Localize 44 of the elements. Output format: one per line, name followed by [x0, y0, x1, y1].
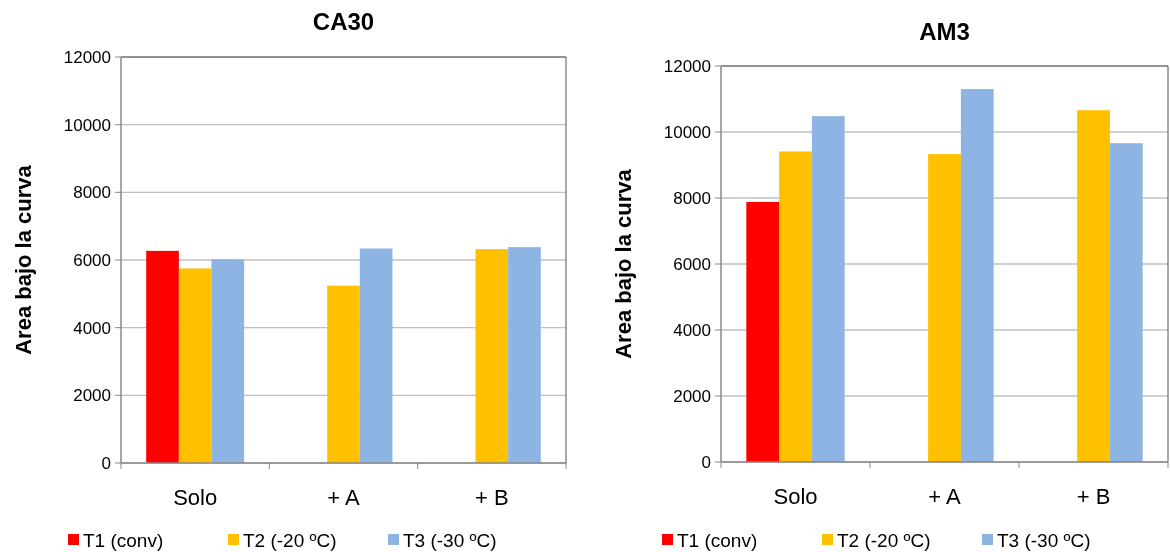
x-tick-label: Solo — [773, 484, 818, 509]
legend-label: T3 (-30 ºC) — [997, 529, 1091, 551]
legend-label: T3 (-30 ºC) — [403, 529, 497, 551]
bar — [178, 268, 212, 463]
y-tick-label: 10000 — [63, 115, 111, 135]
bar — [1109, 143, 1143, 462]
y-axis-title: Area bajo la curva — [611, 168, 636, 359]
x-tick-label: + A — [928, 484, 962, 509]
x-tick-label: + B — [1076, 484, 1111, 509]
bar — [211, 259, 245, 463]
bar — [779, 151, 812, 462]
y-tick-label: 8000 — [673, 188, 711, 208]
x-tick-label: + B — [475, 485, 509, 510]
bar — [508, 247, 541, 463]
bar — [327, 285, 360, 463]
y-tick-label: 6000 — [73, 250, 111, 270]
legend-label: T2 (-20 ºC) — [837, 529, 931, 551]
bar — [928, 154, 961, 462]
y-axis-title: Area bajo la curva — [11, 164, 36, 355]
y-tick-label: 12000 — [63, 47, 111, 67]
y-tick-label: 12000 — [663, 56, 711, 76]
y-tick-label: 2000 — [73, 386, 111, 406]
y-tick-label: 0 — [701, 452, 711, 472]
y-tick-label: 8000 — [73, 183, 111, 203]
chart-title: CA30 — [312, 8, 375, 35]
y-tick-label: 4000 — [73, 318, 111, 338]
y-tick-label: 10000 — [663, 122, 711, 142]
legend-label: T1 (conv) — [677, 529, 758, 551]
bar — [1077, 110, 1110, 462]
x-tick-label: + A — [327, 485, 361, 510]
y-tick-label: 2000 — [673, 386, 711, 406]
bar — [960, 89, 994, 462]
y-tick-label: 4000 — [673, 320, 711, 340]
y-tick-label: 0 — [101, 453, 111, 473]
chart-title: AM3 — [919, 18, 970, 45]
x-tick-label: Solo — [173, 485, 218, 510]
bar — [146, 250, 179, 463]
legend-label: T1 (conv) — [83, 529, 164, 551]
bar — [475, 249, 509, 463]
bar — [359, 248, 393, 463]
legend-label: T2 (-20 ºC) — [243, 529, 337, 551]
bar — [746, 201, 780, 462]
y-tick-label: 6000 — [673, 254, 711, 274]
bar — [811, 116, 845, 462]
